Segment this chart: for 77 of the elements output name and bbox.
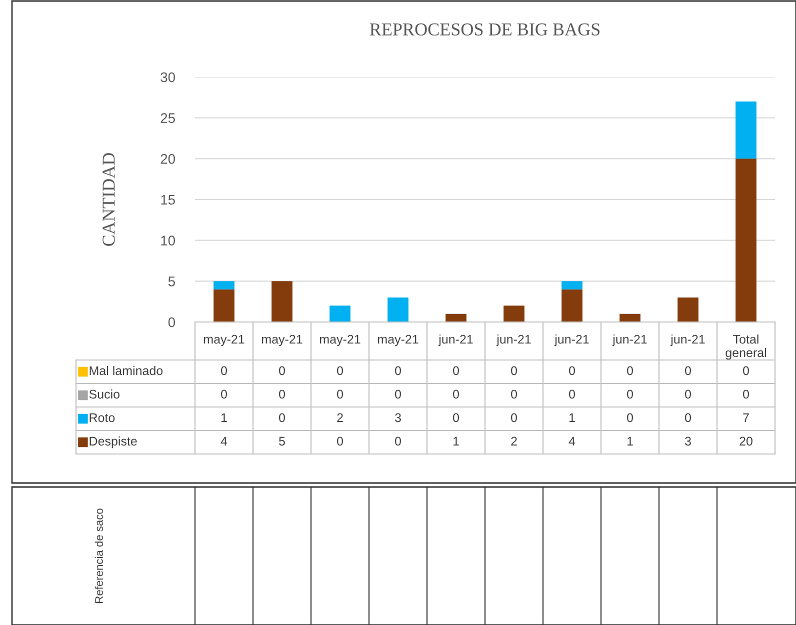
x-tick-label: may-21	[262, 334, 302, 346]
data-label: 0	[685, 366, 691, 376]
y-tick-label: 30	[160, 72, 176, 82]
data-label: 2	[511, 436, 517, 446]
data-label: 1	[453, 436, 459, 446]
data-label: 0	[453, 413, 459, 422]
data-label: 0	[685, 390, 691, 399]
bar	[562, 281, 582, 290]
data-label: 1	[569, 413, 575, 422]
bar	[446, 314, 466, 322]
data-label: 0	[337, 366, 343, 376]
bar	[504, 306, 524, 322]
data-label: 0	[337, 436, 343, 446]
data-label: 1	[627, 436, 633, 446]
data-label: 0	[337, 390, 343, 399]
data-label: 7	[743, 413, 749, 422]
data-label: 0	[221, 390, 227, 399]
bar	[272, 281, 292, 322]
data-label: 0	[453, 390, 459, 399]
x-tick-label: jun-21	[438, 334, 473, 346]
y-tick-label: 25	[160, 113, 175, 124]
bar	[214, 289, 234, 322]
x-tick-label: Total general	[726, 334, 766, 360]
data-label: 0	[627, 413, 633, 422]
x-tick-label: may-21	[320, 334, 360, 346]
data-label: 20	[740, 436, 752, 446]
data-label: 0	[743, 390, 749, 399]
legend-label: Despiste	[90, 436, 137, 448]
text: Referencia de saco	[94, 508, 103, 603]
legend-label: Roto	[90, 413, 115, 422]
y-tick-label: 15	[161, 194, 175, 205]
bar	[736, 158, 756, 322]
data-label: 0	[511, 366, 517, 376]
y-tick-label: 10	[161, 236, 176, 246]
bar	[736, 102, 756, 159]
data-label: 0	[279, 413, 285, 422]
data-label: 0	[685, 413, 691, 422]
bar	[620, 314, 640, 322]
x-tick-label: jun-21	[554, 334, 589, 346]
data-label: 0	[511, 390, 517, 399]
data-label: 0	[395, 366, 401, 376]
data-label: 2	[337, 413, 343, 422]
data-label: 0	[511, 413, 517, 422]
data-label: 5	[279, 436, 285, 446]
data-label: 3	[685, 436, 691, 446]
data-label: 3	[395, 413, 401, 422]
data-label: 0	[627, 390, 633, 399]
y-tick-label: 0	[168, 317, 176, 328]
data-label: 0	[221, 366, 227, 376]
x-tick-label: jun-21	[496, 334, 531, 346]
data-label: 0	[395, 436, 401, 446]
data-label: 0	[627, 366, 633, 376]
data-label: 0	[453, 366, 459, 376]
data-label: 0	[569, 390, 575, 399]
legend-label: Mal laminado	[90, 366, 163, 376]
data-label: 0	[395, 390, 401, 399]
y-axis-title: CANTIDAD	[102, 153, 115, 246]
data-label: 0	[279, 390, 285, 399]
x-tick-label: jun-21	[670, 334, 705, 346]
data-label: 4	[220, 436, 228, 446]
bar	[388, 298, 408, 322]
bar	[330, 306, 350, 322]
data-label: 0	[743, 366, 749, 376]
x-tick-label: may-21	[204, 334, 244, 346]
legend-label: Sucio	[89, 389, 120, 399]
bar	[214, 281, 234, 290]
data-label: 0	[569, 366, 575, 376]
y-tick-label: 20	[160, 154, 176, 164]
bar	[562, 289, 582, 322]
data-label: 0	[279, 366, 285, 376]
bar	[678, 298, 698, 322]
data-label: 1	[221, 413, 227, 422]
x-tick-label: jun-21	[612, 334, 647, 346]
chart-title: REPROCESOS DE BIG BAGS	[370, 23, 600, 36]
x-tick-label: may-21	[378, 334, 418, 346]
y-tick-label: 5	[168, 276, 175, 286]
data-label: 4	[568, 436, 576, 446]
